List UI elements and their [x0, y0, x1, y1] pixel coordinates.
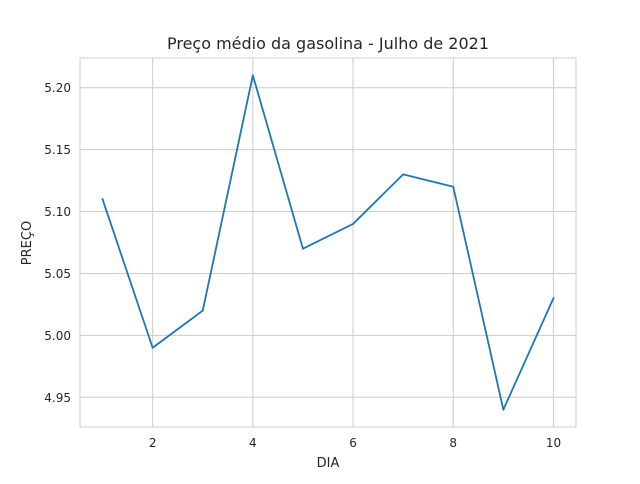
y-tick-label: 4.95 — [44, 391, 71, 405]
data-point — [101, 198, 104, 201]
data-point — [452, 185, 455, 188]
data-point — [552, 297, 555, 300]
x-tick-label: 10 — [546, 436, 561, 450]
x-tick-label: 8 — [449, 436, 457, 450]
x-axis-ticks: 2 4 6 8 10 — [149, 436, 561, 450]
data-point — [352, 223, 354, 225]
data-point — [151, 346, 154, 349]
y-tick-label: 5.05 — [44, 267, 71, 281]
y-tick-label: 5.10 — [44, 205, 71, 219]
plot-area-frame — [79, 57, 577, 428]
x-tick-label: 4 — [249, 436, 257, 450]
data-point — [502, 408, 505, 411]
y-axis-ticks: 4.95 5.00 5.05 5.10 5.15 5.20 — [44, 81, 71, 405]
chart-title: Preço médio da gasolina - Julho de 2021 — [167, 34, 489, 53]
grid — [80, 58, 576, 427]
x-axis-label: DIA — [317, 456, 340, 471]
data-point — [201, 309, 204, 312]
y-tick-label: 5.15 — [44, 143, 71, 157]
x-tick-label: 2 — [149, 436, 157, 450]
series-line — [101, 74, 555, 411]
data-point — [302, 247, 304, 250]
y-tick-label: 5.20 — [44, 81, 71, 95]
data-point — [251, 74, 254, 77]
y-tick-label: 5.00 — [44, 329, 71, 343]
series-layer — [101, 74, 555, 411]
x-tick-label: 6 — [349, 436, 357, 450]
y-axis-label: PREÇO — [20, 221, 35, 265]
data-point — [402, 173, 405, 176]
